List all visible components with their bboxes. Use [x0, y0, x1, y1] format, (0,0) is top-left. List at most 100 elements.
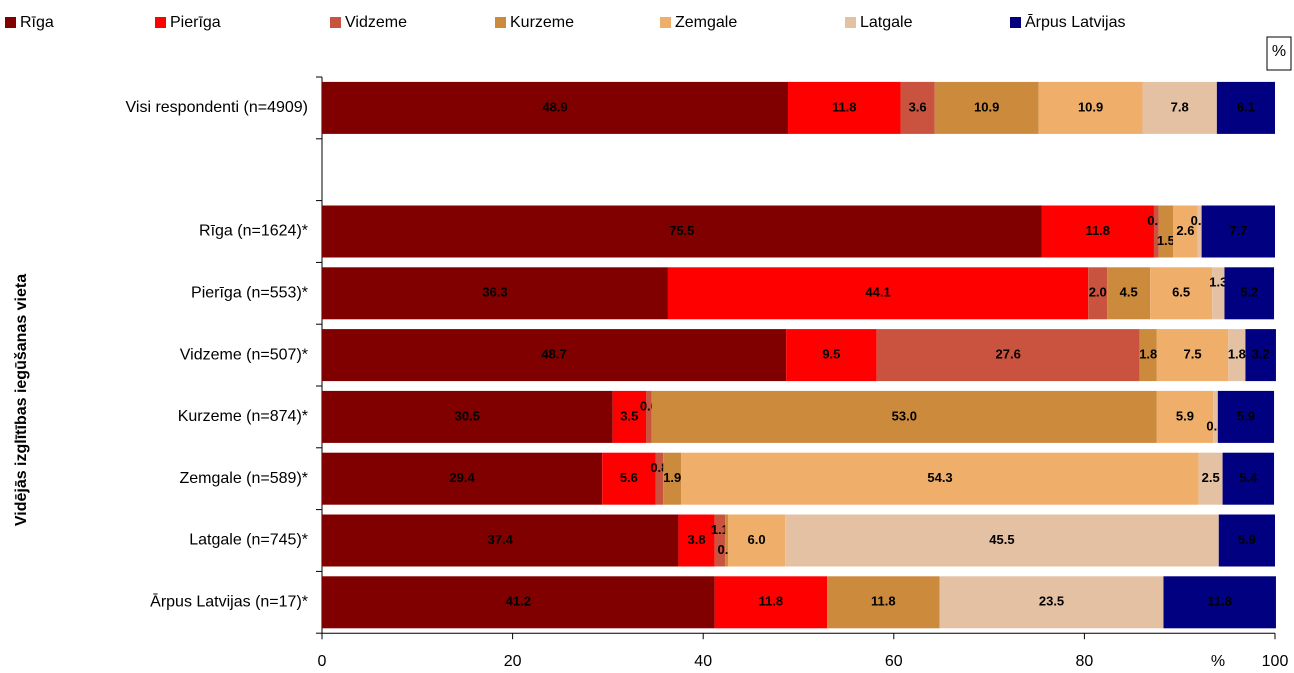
bar-segment [1142, 81, 1217, 134]
bar-segment [727, 514, 786, 567]
legend-swatch [660, 17, 671, 28]
bar-segment [1107, 267, 1151, 320]
category-label: Pierīga (n=553)* [191, 285, 308, 302]
value-label: 5.2 [1240, 285, 1258, 300]
value-label: 6.5 [1172, 285, 1190, 300]
bar-segment [651, 390, 1157, 443]
bar-segment [1139, 329, 1157, 382]
bar-segment [786, 329, 877, 382]
x-unit-label: % [1211, 653, 1225, 670]
value-label: 11.8 [759, 594, 784, 609]
value-label: 5.4 [1239, 470, 1258, 485]
bar-segment [785, 514, 1219, 567]
legend-swatch [155, 17, 166, 28]
value-label: 7.8 [1171, 99, 1189, 114]
bar-segment [876, 329, 1140, 382]
bar-segment [322, 81, 789, 134]
bar-segment [934, 81, 1039, 134]
category-label: Ārpus Latvijas (n=17)* [150, 593, 308, 611]
legend-swatch [1010, 17, 1021, 28]
x-tick-label: 60 [885, 653, 903, 670]
bar-segment [1217, 390, 1275, 443]
value-label: 5.9 [1176, 408, 1194, 423]
value-label: 37.4 [488, 532, 514, 547]
value-label: 3.5 [620, 408, 638, 423]
bar-segment [1224, 267, 1275, 320]
legend-swatch [495, 17, 506, 28]
bar-segment [714, 514, 726, 567]
bar-segment [322, 329, 787, 382]
legend-swatch [5, 17, 16, 28]
bar-segment [322, 205, 1042, 258]
bar-segment [322, 390, 613, 443]
value-label: 10.9 [974, 99, 999, 114]
value-label: 7.5 [1184, 347, 1202, 362]
bar-segment [1041, 205, 1154, 258]
bar-segment [1038, 81, 1143, 134]
legend-swatch [330, 17, 341, 28]
legend-label: Ārpus Latvijas [1025, 13, 1126, 31]
value-label: 53.0 [892, 408, 917, 423]
value-label: 23.5 [1039, 594, 1064, 609]
bar-segment [1158, 205, 1174, 258]
category-label: Rīga (n=1624)* [199, 223, 308, 240]
x-tick-label: 20 [504, 653, 522, 670]
value-label: 48.7 [541, 347, 566, 362]
value-label: 27.6 [996, 347, 1021, 362]
legend-swatch [845, 17, 856, 28]
value-label: 6.0 [748, 532, 766, 547]
bar-segment [1222, 452, 1275, 505]
legend-label: Vidzeme [345, 14, 407, 31]
bar-segment [1216, 81, 1275, 134]
bar-segment [646, 390, 652, 443]
bar-segment [1153, 205, 1159, 258]
x-tick-label: 0 [318, 653, 327, 670]
category-label: Latgale (n=745)* [189, 532, 308, 549]
value-label: 1.9 [663, 470, 681, 485]
bar-segment [663, 452, 682, 505]
x-tick-label: 40 [694, 653, 712, 670]
bar-segment [788, 81, 901, 134]
bar-segment [1218, 514, 1275, 567]
bar-segment [1163, 576, 1276, 629]
bar-segment [667, 267, 1089, 320]
value-label: 54.3 [927, 470, 952, 485]
bar-segment [681, 452, 1199, 505]
value-label: 2.0 [1089, 285, 1107, 300]
bar-segment [1201, 205, 1275, 258]
value-label: 2.6 [1176, 223, 1194, 238]
value-label: 11.8 [1207, 594, 1232, 609]
category-label: Kurzeme (n=874)* [178, 408, 308, 425]
legend-label: Kurzeme [510, 14, 574, 31]
value-label: 48.9 [542, 99, 567, 114]
bar-segment [725, 514, 728, 567]
bar-segment [1245, 329, 1276, 382]
value-label: 5.6 [620, 470, 638, 485]
bar-segment [322, 576, 715, 629]
bar-segment [1197, 205, 1202, 258]
value-label: 29.4 [449, 470, 475, 485]
value-label: 10.9 [1078, 99, 1103, 114]
value-label: 4.5 [1120, 285, 1138, 300]
value-label: 1.5 [1157, 233, 1175, 248]
value-label: 2.5 [1202, 470, 1220, 485]
legend-label: Rīga [20, 14, 54, 31]
legend-label: Latgale [860, 14, 913, 31]
bar-segment [1173, 205, 1198, 258]
bar-segment [655, 452, 664, 505]
bar-segment [1198, 452, 1223, 505]
value-label: 30.5 [455, 408, 480, 423]
value-label: 3.6 [909, 99, 927, 114]
bar-segment [602, 452, 656, 505]
value-label: 9.5 [822, 347, 840, 362]
bar-segment [714, 576, 828, 629]
value-label: 41.2 [506, 594, 531, 609]
legend-label: Pierīga [170, 14, 221, 31]
x-tick-label: 100 [1262, 653, 1289, 670]
value-label: 75.5 [669, 223, 694, 238]
y-axis-label: Vidējās izglītības iegūšanas vieta [13, 274, 30, 526]
x-tick-label: 80 [1076, 653, 1094, 670]
bar-segment [1213, 390, 1218, 443]
bar-segment [1156, 390, 1214, 443]
